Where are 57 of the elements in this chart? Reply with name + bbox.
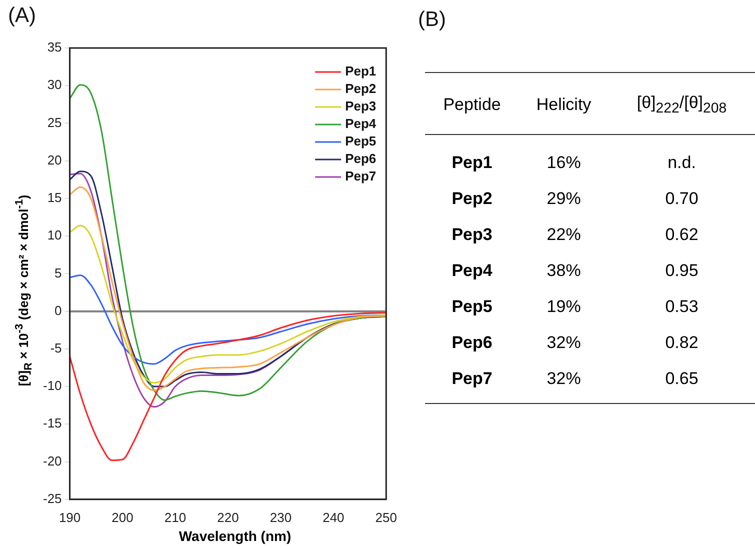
y-tick-label: 0	[54, 302, 62, 318]
x-tick-label: 240	[322, 510, 344, 525]
text: 29%	[546, 189, 581, 208]
legend-label: Pep3	[345, 98, 376, 114]
y-tick-label: 10	[47, 228, 62, 243]
y-tick-label: 35	[47, 40, 62, 55]
y-tick-label: 5	[54, 265, 62, 280]
y-tick-label: -5	[50, 340, 62, 356]
category-label: Pep4	[452, 261, 492, 280]
text: 0.65	[665, 369, 698, 388]
y-tick-label: 20	[47, 152, 62, 168]
category-label: Pep7	[452, 369, 492, 388]
y-tick-label: -15	[42, 416, 62, 431]
legend-label: Pep6	[345, 151, 376, 166]
y-tick-label: -25	[42, 490, 62, 506]
x-tick-label: 220	[217, 510, 239, 525]
line-series	[70, 312, 386, 462]
legend-label: Pep5	[345, 134, 376, 149]
text: 22%	[546, 225, 581, 244]
y-tick-label: 25	[47, 114, 62, 130]
category-label: Pep3	[452, 225, 492, 244]
category-label: Pep6	[452, 333, 492, 352]
text: n.d.	[668, 153, 696, 172]
legend-label: Pep2	[345, 81, 376, 96]
chart-title: (A)	[8, 4, 36, 28]
category-label: Pep2	[452, 189, 492, 208]
x-tick-label: 230	[270, 510, 292, 525]
text: 0.53	[665, 297, 698, 316]
x-tick-label: 210	[164, 510, 186, 525]
line-series	[70, 224, 386, 384]
x-tick-label: 200	[112, 510, 134, 525]
text: 19%	[546, 297, 581, 316]
legend-label: Pep7	[345, 168, 376, 184]
category-label: Pep1	[452, 153, 492, 172]
legend-label: Pep1	[345, 64, 376, 79]
x-axis-title: Wavelength (nm)	[178, 528, 292, 544]
y-tick-label: -10	[42, 378, 62, 394]
x-tick-label: 250	[375, 510, 398, 525]
x-tick-label: 190	[58, 510, 81, 525]
y-tick-label: -20	[42, 453, 62, 468]
y-tick-label: 15	[47, 190, 62, 206]
text: 0.82	[665, 333, 698, 352]
line-series	[70, 84, 386, 401]
text: (B)	[418, 8, 446, 32]
category-label: Pep5	[452, 297, 492, 316]
text: 0.95	[665, 261, 698, 280]
category-label: Peptide	[425, 72, 520, 135]
text: 32%	[546, 333, 581, 352]
legend-label: Pep4	[345, 116, 377, 132]
text: 38%	[546, 261, 581, 280]
text: 0.70	[665, 189, 698, 208]
text: 16%	[546, 153, 581, 172]
text: 0.62	[665, 225, 698, 244]
category-label: [θ]$_{222}$/[θ]$_{208}$	[608, 72, 755, 135]
text: 32%	[546, 369, 581, 388]
y-tick-label: 30	[47, 77, 62, 92]
category-label: Helicity	[519, 72, 608, 135]
